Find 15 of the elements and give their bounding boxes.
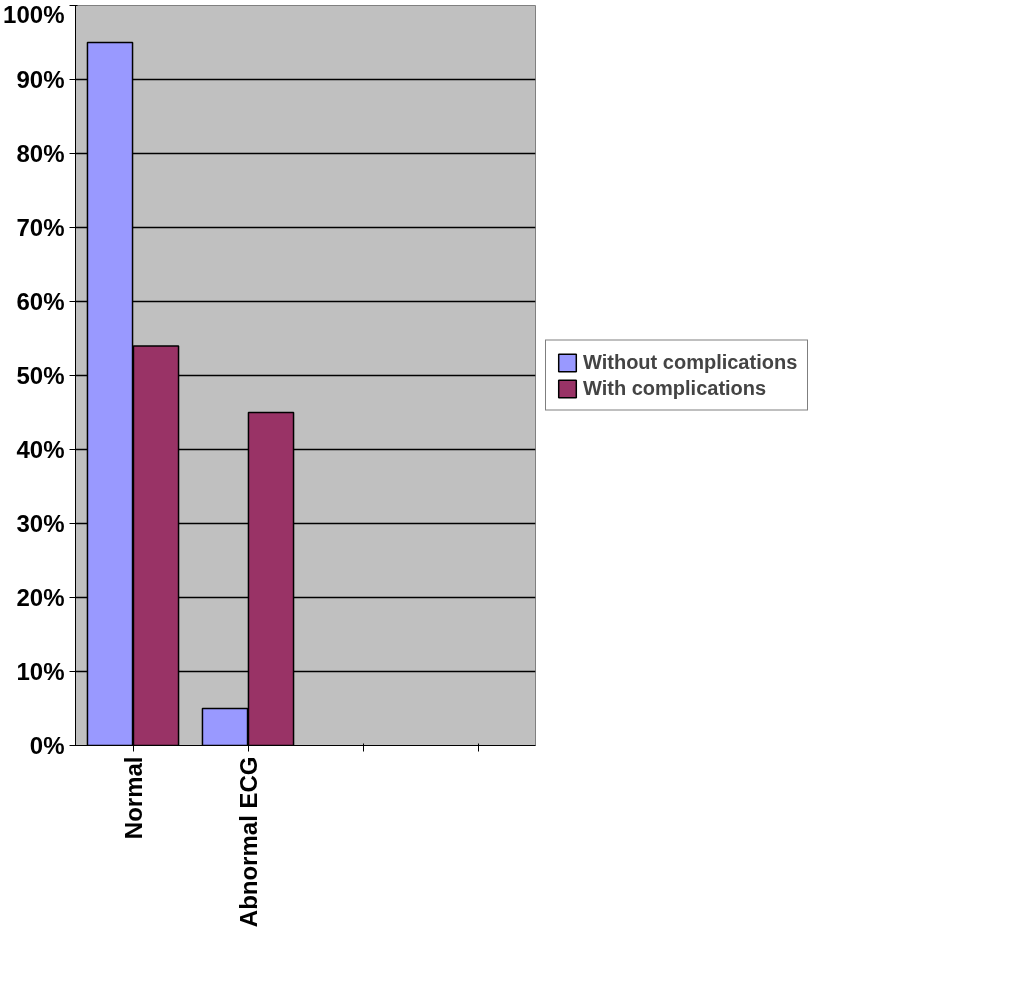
y-tick-label: 10% [16, 658, 65, 685]
y-tick-label: 20% [16, 584, 65, 611]
y-tick-label: 0% [29, 732, 65, 759]
y-tick-label: 30% [16, 510, 65, 537]
legend-label: With complications [583, 376, 767, 400]
y-tick-label: 80% [16, 140, 65, 167]
y-tick-label: 100% [3, 0, 65, 28]
y-tick-label: 60% [16, 288, 65, 315]
y-tick-label: 90% [16, 66, 65, 93]
y-tick-label: 50% [16, 362, 65, 389]
x-tick-label: Abnormal ECG [234, 756, 262, 928]
y-tick-label: 40% [16, 436, 65, 463]
x-tick-label: Normal [119, 756, 147, 840]
legend-label: Without complications [583, 350, 798, 374]
y-tick-label: 70% [16, 214, 65, 241]
